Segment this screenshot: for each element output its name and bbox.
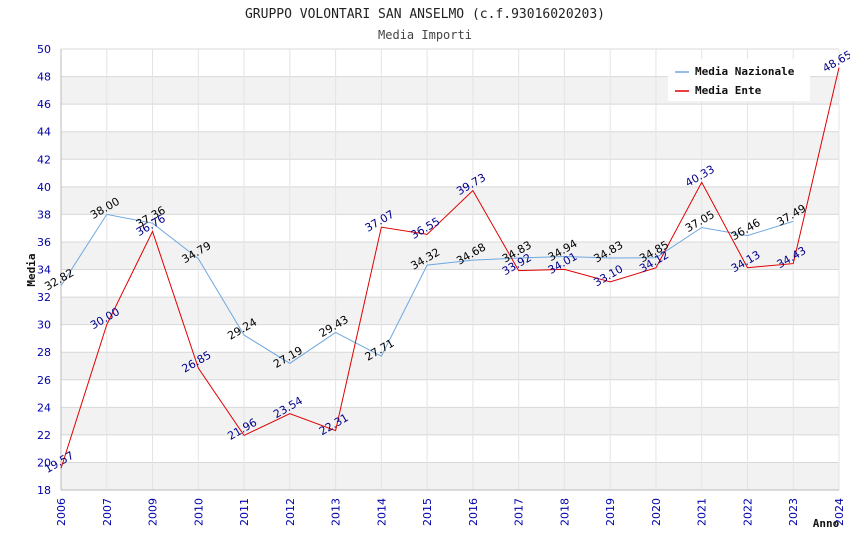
x-tick-label: 2012 — [284, 498, 297, 526]
x-tick-label: 2019 — [604, 498, 617, 526]
series-lines — [60, 67, 840, 469]
x-tick-label: 2016 — [467, 498, 480, 526]
legend: Media Nazionale Media Ente — [668, 59, 810, 101]
y-tick-label: 18 — [37, 484, 51, 497]
x-tick-label: 2011 — [238, 498, 251, 526]
x-axis-ticks: 2006 2007 2009 2010 2011 2012 2013 2014 2015 2016… — [55, 498, 846, 526]
x-tick-label: 2018 — [558, 498, 571, 526]
legend-box — [668, 59, 810, 101]
y-tick-label: 34 — [37, 264, 51, 277]
legend-label-media-ente: Media Ente — [695, 84, 762, 97]
band — [61, 462, 839, 490]
chart-title: GRUPPO VOLONTARI SAN ANSELMO (c.f.930160… — [245, 7, 605, 22]
x-tick-label: 2007 — [101, 498, 114, 526]
band — [61, 297, 839, 325]
x-tick-label: 2006 — [55, 498, 68, 526]
band — [61, 269, 839, 298]
y-tick-label: 44 — [37, 126, 51, 139]
y-tick-label: 36 — [37, 236, 51, 249]
y-tick-label: 38 — [37, 208, 51, 221]
series-line-media-nazionale — [60, 213, 794, 364]
series-line-media-ente — [60, 67, 840, 469]
band — [61, 324, 839, 353]
x-tick-label: 2010 — [192, 498, 205, 526]
y-axis-label: Media — [25, 253, 38, 286]
y-tick-label: 46 — [37, 98, 51, 111]
gridlines — [60, 48, 840, 491]
legend-label-media-nazionale: Media Nazionale — [695, 65, 795, 78]
x-tick-label: 2023 — [787, 498, 800, 526]
x-axis-label: Anno — [813, 517, 840, 530]
y-tick-label: 26 — [37, 374, 51, 387]
chart-subtitle: Media Importi — [378, 28, 472, 42]
y-tick-label: 50 — [37, 43, 51, 56]
x-tick-label: 2017 — [513, 498, 526, 526]
y-axis-ticks: 18 20 22 24 26 28 30 32 34 36 38 40 42 44 46 48 50 — [37, 43, 51, 497]
x-tick-label: 2021 — [696, 498, 709, 526]
x-tick-label: 2015 — [421, 498, 434, 526]
x-tick-label: 2009 — [147, 498, 160, 526]
band — [61, 214, 839, 242]
band — [61, 434, 839, 463]
y-tick-label: 48 — [37, 71, 51, 84]
y-tick-label: 20 — [37, 456, 51, 469]
y-tick-label: 22 — [37, 429, 51, 442]
y-tick-label: 24 — [37, 401, 51, 414]
x-tick-label: 2013 — [330, 498, 343, 526]
axes — [60, 49, 839, 491]
y-tick-label: 30 — [37, 319, 51, 332]
band — [61, 104, 839, 132]
band — [61, 352, 839, 380]
y-tick-label: 32 — [37, 291, 51, 304]
x-tick-label: 2024 — [833, 498, 846, 526]
x-tick-label: 2020 — [650, 498, 663, 526]
band — [61, 379, 839, 408]
x-tick-label: 2022 — [741, 498, 754, 526]
x-tick-label: 2014 — [375, 498, 388, 526]
band — [61, 241, 839, 270]
y-tick-label: 40 — [37, 181, 51, 194]
plot-background — [61, 49, 839, 490]
band — [61, 186, 839, 215]
band — [61, 159, 839, 187]
band — [61, 131, 839, 160]
band — [61, 407, 839, 435]
y-tick-label: 42 — [37, 153, 51, 166]
y-tick-label: 28 — [37, 346, 51, 359]
